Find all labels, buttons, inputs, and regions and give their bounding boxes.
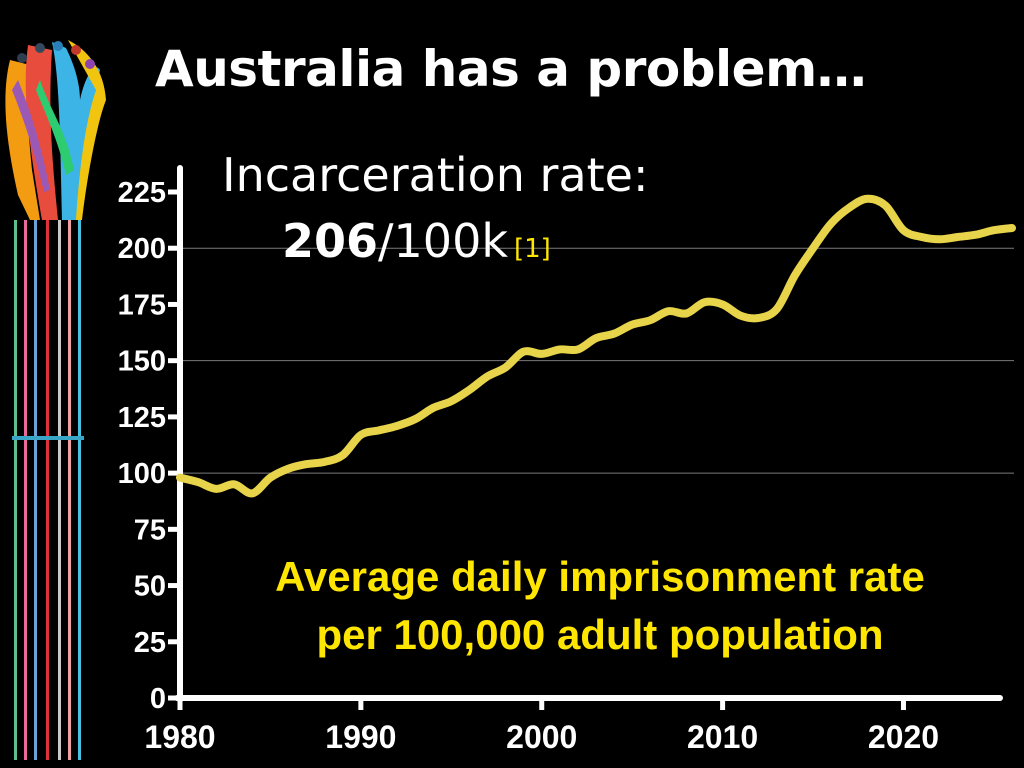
chart-axes bbox=[174, 165, 1003, 703]
y-tick-label-50: 50 bbox=[134, 571, 166, 603]
x-tick-label-2010: 2010 bbox=[687, 719, 758, 755]
chart-gridlines bbox=[180, 247, 1014, 474]
x-tick-label-2000: 2000 bbox=[506, 719, 577, 755]
x-tick-label-1980: 1980 bbox=[144, 719, 215, 755]
y-tick-label-100: 100 bbox=[118, 458, 166, 490]
incarceration-rate-heading: Incarceration rate: bbox=[222, 148, 649, 202]
x-axis-ticks: 1980 1990 2000 2010 2020 bbox=[144, 698, 939, 755]
chart-series bbox=[176, 194, 1016, 498]
y-tick-label-25: 25 bbox=[134, 627, 166, 659]
citation-link[interactable]: [1] bbox=[513, 234, 551, 264]
y-tick-label-150: 150 bbox=[118, 346, 166, 378]
y-tick-label-225: 225 bbox=[118, 177, 166, 209]
incarceration-rate-value: 206/100k [1] bbox=[282, 214, 551, 268]
y-tick-label-0: 0 bbox=[150, 683, 166, 715]
caption-line-2: per 100,000 adult population bbox=[316, 611, 884, 658]
y-tick-label-175: 175 bbox=[118, 289, 166, 321]
hands-with-people-logo-icon bbox=[5, 40, 106, 760]
logo-hands bbox=[5, 40, 106, 220]
chart-caption: Average daily imprisonment rate per 100,… bbox=[180, 548, 1020, 664]
y-axis-ticks: 0 25 50 75 100 125 150 175 200 225 bbox=[118, 177, 180, 715]
rate-unit: /100k bbox=[378, 214, 508, 268]
slide-title: Australia has a problem… bbox=[155, 40, 867, 98]
series-line-0 bbox=[176, 194, 1016, 498]
caption-line-1: Average daily imprisonment rate bbox=[275, 553, 925, 600]
x-tick-label-2020: 2020 bbox=[868, 719, 939, 755]
y-tick-label-75: 75 bbox=[134, 514, 166, 546]
rate-number: 206 bbox=[282, 214, 379, 268]
y-tick-label-125: 125 bbox=[118, 402, 166, 434]
logo-strands bbox=[12, 220, 84, 760]
y-tick-label-200: 200 bbox=[118, 233, 166, 265]
x-tick-label-1990: 1990 bbox=[325, 719, 396, 755]
